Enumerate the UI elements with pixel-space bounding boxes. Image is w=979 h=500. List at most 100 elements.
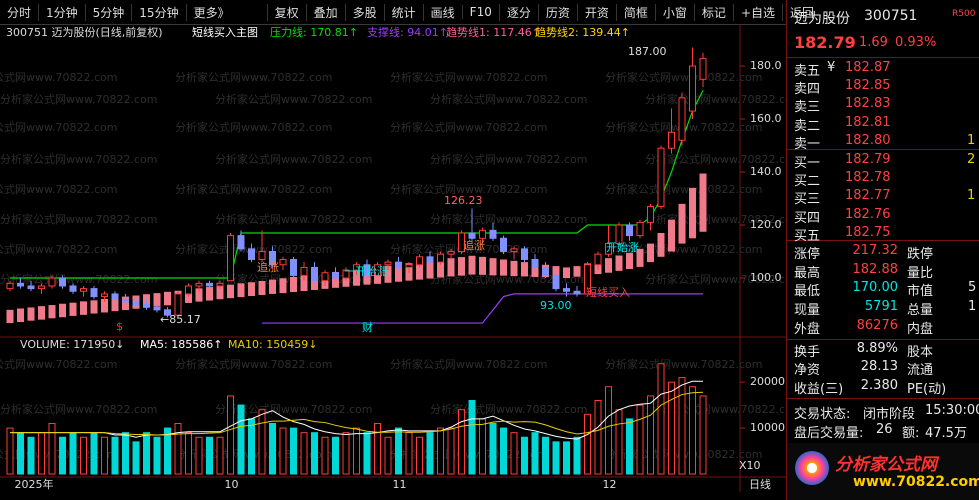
sep bbox=[787, 339, 979, 340]
candle-body bbox=[321, 272, 329, 282]
volume-bar bbox=[321, 436, 329, 475]
volume-bar bbox=[80, 436, 87, 475]
volume-bar bbox=[605, 386, 612, 475]
y-tick-label: 140.0 bbox=[750, 165, 782, 178]
volume-bar bbox=[342, 432, 350, 475]
trend-band bbox=[647, 243, 654, 263]
annotation: 187.00 bbox=[628, 45, 667, 58]
trend-band bbox=[59, 303, 66, 318]
volume-bar bbox=[248, 418, 255, 475]
candle-body bbox=[248, 248, 255, 260]
indicator-line bbox=[262, 293, 703, 324]
logo-icon bbox=[795, 451, 829, 485]
volume-bar bbox=[563, 441, 570, 475]
volume-bar bbox=[69, 432, 77, 475]
volume-bar bbox=[59, 436, 66, 475]
badge: R500 bbox=[952, 9, 976, 19]
volume-bar bbox=[584, 413, 591, 475]
watermark: 分析家公式网www.70822.com bbox=[0, 402, 157, 416]
toolbar-button[interactable]: 返回 bbox=[782, 3, 821, 21]
candle-body bbox=[500, 237, 507, 253]
stat-label: PE(动) bbox=[907, 381, 947, 397]
stat-value: 86276 bbox=[856, 317, 898, 333]
trend-band bbox=[153, 293, 161, 307]
candle-body bbox=[174, 293, 182, 316]
toolbar-button[interactable]: 分时 bbox=[7, 5, 32, 20]
toolbar-button[interactable]: 多股 bbox=[344, 3, 384, 21]
stat-label: 最高 bbox=[794, 265, 821, 281]
candle-body bbox=[80, 288, 87, 292]
toolbar-button[interactable]: 统计 bbox=[383, 3, 423, 21]
trend-band bbox=[678, 203, 686, 244]
watermark: 分析家公式网www.70822.com bbox=[0, 92, 157, 106]
book-qty: 1 bbox=[967, 132, 976, 148]
ma-line bbox=[10, 380, 703, 440]
candle-body bbox=[563, 288, 570, 292]
chart-title: 300751 迈为股份(日线,前复权) bbox=[6, 25, 163, 39]
trend-band bbox=[237, 283, 245, 298]
trend-band bbox=[437, 259, 444, 278]
watermark: 分析家公式网www.70822.com bbox=[390, 242, 547, 256]
x-tick-label: 10 bbox=[225, 478, 239, 491]
toolbar-button[interactable]: 叠加 bbox=[305, 3, 345, 21]
candle-body bbox=[216, 282, 224, 287]
candle-body bbox=[300, 266, 308, 276]
candle-body bbox=[573, 290, 581, 295]
toolbar-button[interactable]: 画线 bbox=[422, 3, 462, 21]
trend-band bbox=[38, 306, 45, 320]
candle-body bbox=[552, 274, 560, 290]
annotation: 一开始涨 bbox=[344, 264, 388, 278]
volume-bar bbox=[27, 436, 35, 475]
volume-bar bbox=[668, 381, 675, 475]
volume-bar bbox=[647, 395, 654, 475]
toolbar-button[interactable]: 5分钟 bbox=[84, 3, 132, 21]
candle-body bbox=[342, 269, 350, 279]
annotation: 93.00 bbox=[540, 299, 572, 312]
change-pct: 0.93% bbox=[895, 35, 937, 50]
trend-band bbox=[573, 266, 581, 277]
toolbar-button[interactable]: 标记 bbox=[693, 3, 733, 21]
candle-body bbox=[164, 309, 171, 316]
toolbar-button[interactable]: +自选 bbox=[732, 3, 782, 21]
stat-value: 5 bbox=[968, 280, 977, 296]
toolbar-button[interactable]: 小窗 bbox=[654, 3, 694, 21]
candle-body bbox=[132, 301, 140, 306]
annotation: 开始涨 bbox=[606, 240, 639, 254]
toolbar-button[interactable]: 历资 bbox=[537, 3, 577, 21]
candle-body bbox=[584, 264, 591, 295]
stat-value: 28.13 bbox=[860, 359, 898, 375]
toolbar-button[interactable]: F10 bbox=[461, 5, 499, 19]
toolbar-button[interactable]: 逐分 bbox=[498, 3, 538, 21]
book-label: 买一 bbox=[794, 156, 821, 171]
candle-body bbox=[38, 285, 45, 290]
volume-bar bbox=[531, 432, 539, 475]
candle-body bbox=[206, 282, 213, 287]
toolbar-button[interactable]: 简框 bbox=[615, 3, 655, 21]
toolbar-button[interactable]: 15分钟 bbox=[131, 3, 185, 21]
candle-body bbox=[468, 232, 476, 239]
ma-line bbox=[10, 391, 704, 436]
watermark: 分析家公式网www.70822.com bbox=[175, 182, 332, 196]
status-value: 闭市阶段 bbox=[863, 407, 916, 422]
candle-body bbox=[332, 272, 339, 279]
toolbar-button[interactable]: 开资 bbox=[576, 3, 616, 21]
indicator-line bbox=[10, 90, 704, 279]
sep bbox=[787, 398, 979, 399]
annotation: 短线买入 bbox=[586, 285, 630, 299]
status-time: 15:30:00 bbox=[925, 403, 979, 418]
stat-value: 5791 bbox=[864, 299, 898, 315]
chart: 分析家公式网www.70822.com 分析家公式网www.70822.com 分析… bbox=[0, 24, 786, 492]
volume-bar bbox=[552, 441, 560, 475]
volume-bar bbox=[416, 436, 423, 475]
indicator-legend: 趋势线1: 117.46↑ bbox=[446, 25, 541, 39]
watermark: 分析家公式网www.70822.com bbox=[0, 70, 117, 84]
trend-band bbox=[279, 278, 287, 294]
volume-bar bbox=[489, 422, 497, 475]
candle-body bbox=[416, 256, 423, 266]
toolbar-button[interactable]: 复权 bbox=[266, 3, 306, 21]
toolbar-button[interactable]: 更多》 bbox=[185, 3, 237, 21]
candle-body bbox=[657, 147, 665, 207]
toolbar-button[interactable]: 1分钟 bbox=[38, 3, 85, 21]
volume-bar bbox=[678, 377, 686, 475]
watermark: 分析家公式网www.70822.com bbox=[430, 212, 587, 226]
